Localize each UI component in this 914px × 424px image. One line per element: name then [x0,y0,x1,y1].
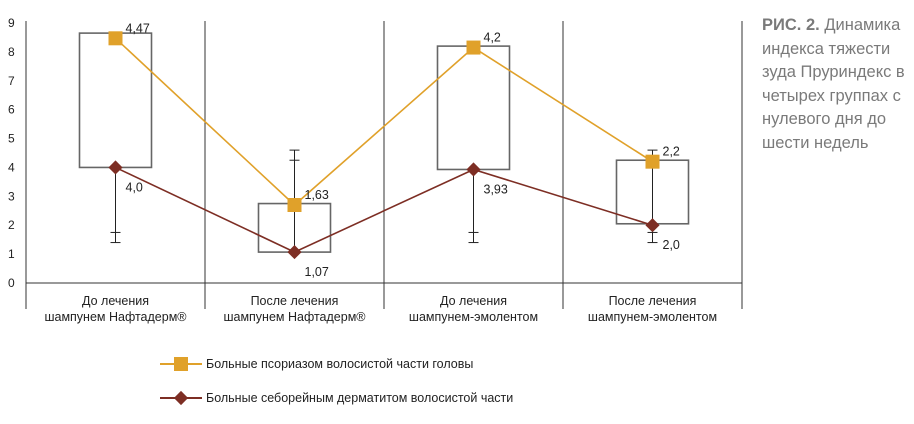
legend-label: Больные себорейным дерматитом волосистой… [206,391,514,405]
data-label: 1,07 [305,265,329,279]
legend-marker [174,357,188,371]
data-point [108,31,123,46]
data-point [466,40,481,55]
y-tick-label: 7 [8,74,15,88]
data-point [466,162,481,177]
x-tick-label: шампунем Нафтадерм® [44,310,187,324]
data-point [645,218,660,233]
x-tick-label: шампунем-эмолентом [588,310,717,324]
x-tick-label: После лечения [609,294,697,308]
data-label: 4,0 [126,180,143,194]
box [436,45,511,171]
y-tick-label: 3 [8,189,15,203]
x-tick-label: До лечения [82,294,149,308]
chart-legend: Больные псориазом волосистой части голов… [160,347,513,415]
data-label: 4,2 [484,31,501,45]
data-label: 1,63 [305,188,329,202]
data-label: 2,2 [663,145,680,159]
y-tick-label: 4 [8,160,15,174]
figure-caption: РИС. 2. Динамика индекса тяжести зуда Пр… [762,14,912,155]
y-tick-label: 2 [8,218,15,232]
data-label: 4,47 [126,21,150,35]
data-point [287,198,302,212]
caption-text: Динамика индекса тяжести зуда Пруриндекс… [762,16,905,152]
legend-item-seborrheic: Больные себорейным дерматитом волосистой… [160,381,513,415]
series-line [114,37,653,207]
y-tick-label: 0 [8,276,15,290]
box [78,32,153,169]
y-tick-label: 8 [8,45,15,59]
x-tick-label: После лечения [251,294,339,308]
data-point [645,154,660,169]
data-label: 2,0 [663,238,680,252]
y-tick-label: 1 [8,247,15,261]
y-tick-label: 5 [8,132,15,146]
square-marker-icon [160,357,202,371]
data-point [108,160,123,175]
x-tick-label: До лечения [440,294,507,308]
data-point [287,245,302,260]
data-label: 3,93 [484,182,508,196]
x-tick-label: шампунем-эмолентом [409,310,538,324]
diamond-marker-icon [160,390,202,406]
legend-label: Больные псориазом волосистой части голов… [206,357,474,371]
y-tick-label: 6 [8,103,15,117]
legend-marker [173,390,189,406]
series-line [115,166,653,253]
x-tick-label: шампунем Нафтадерм® [223,310,366,324]
y-tick-label: 9 [8,16,15,30]
caption-label: РИС. 2. [762,16,820,34]
legend-item-psoriasis: Больные псориазом волосистой части голов… [160,347,513,381]
